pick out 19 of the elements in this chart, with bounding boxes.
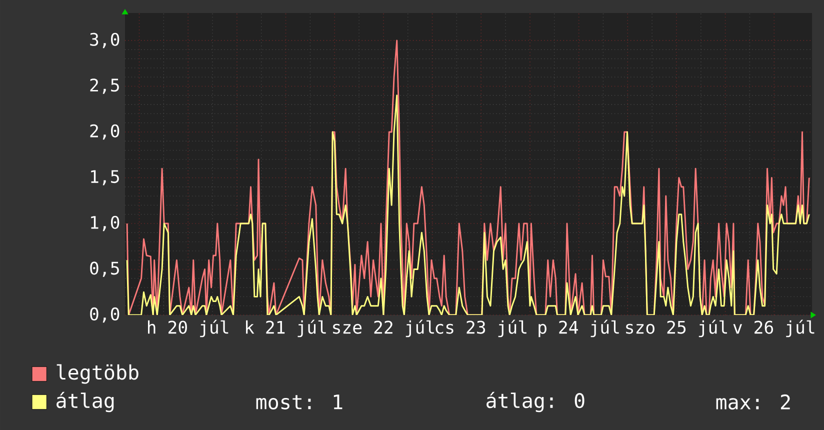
y-tick-label: 2,5 — [90, 78, 119, 94]
x-tick-label: h 20 júl — [148, 320, 228, 338]
legend-label: átlag — [56, 392, 114, 412]
text: max: 2 — [716, 394, 790, 410]
x-tick-label: szo 25 júl — [626, 320, 727, 338]
text: átlag: 0 — [486, 392, 584, 412]
x-tick-label: cs 23 júl — [436, 320, 526, 338]
y-tick-label: 0,0 — [90, 307, 120, 323]
y-tick-label: 0,5 — [90, 262, 119, 277]
y-tick-label: 1,0 — [91, 216, 120, 232]
x-tick-label: k 21 júl — [246, 320, 326, 338]
y-tick-label: 1,5 — [91, 170, 119, 186]
x-tick-label: v 26 júl — [733, 320, 814, 338]
x-tick-label: p 24 júl — [538, 320, 619, 338]
y-tick-label: 3,0 — [90, 32, 120, 48]
x-tick-label: sze 22 júl — [333, 320, 434, 338]
y-tick-label: 2,0 — [90, 124, 120, 140]
legend-label: legtöbb — [56, 364, 138, 384]
text: most: 1 — [256, 394, 342, 410]
